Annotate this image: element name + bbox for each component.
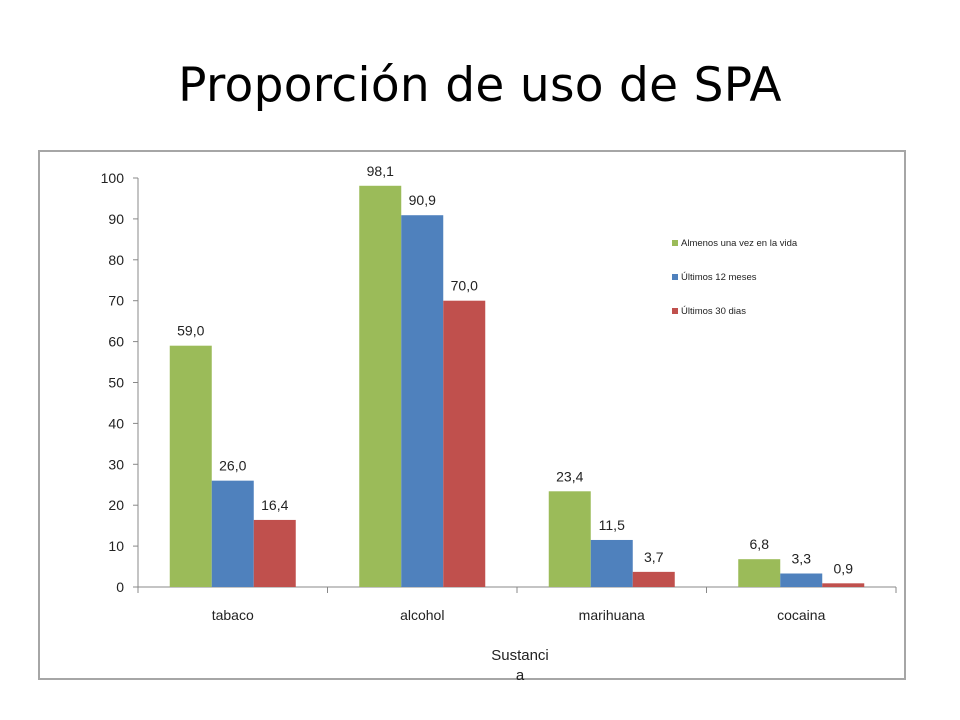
- y-tick-label: 20: [108, 497, 124, 513]
- x-category-label: cocaina: [777, 607, 825, 623]
- data-label: 11,5: [599, 517, 625, 533]
- bar: [590, 539, 633, 587]
- bar: [738, 559, 781, 587]
- y-tick-label: 10: [108, 538, 124, 554]
- bar: [359, 185, 402, 587]
- bar: [253, 519, 296, 587]
- chart-axes: 0 10 20 30 40 50 60 70 80 90 100 tabaco alcohol marih…: [101, 170, 897, 684]
- data-label: 90,9: [409, 192, 436, 208]
- slide-title: Proporción de uso de SPA: [178, 58, 782, 113]
- bar: [443, 300, 486, 587]
- y-tick-label: 70: [108, 293, 124, 309]
- data-label: 3,3: [792, 551, 812, 567]
- y-tick-label: 50: [108, 375, 124, 391]
- bar: [401, 215, 444, 587]
- bar: [632, 571, 675, 587]
- chart-data-labels: 59,0 26,0 16,4 98,1 90,9 70,0 23,4 11,5 3,7 6,8 3,…: [177, 163, 853, 577]
- y-tick-label: 90: [108, 211, 124, 227]
- x-category-label: tabaco: [212, 607, 254, 623]
- data-label: 70,0: [451, 278, 478, 294]
- chart-legend: Almenos una vez en la vida Últimos 12 mes…: [672, 238, 798, 317]
- y-tick-label: 60: [108, 334, 124, 350]
- y-tick-label: 0: [116, 579, 124, 595]
- bar: [169, 345, 212, 587]
- x-category-label: marihuana: [579, 607, 645, 623]
- legend-swatch: [672, 240, 678, 246]
- x-axis-title: Sustanci: [491, 647, 549, 664]
- data-label: 3,7: [644, 549, 664, 565]
- data-label: 16,4: [261, 497, 288, 513]
- bar: [822, 583, 865, 587]
- y-tick-label: 100: [101, 170, 125, 186]
- y-tick-label: 30: [108, 456, 124, 472]
- x-category-label: alcohol: [400, 607, 444, 623]
- data-label: 59,0: [177, 323, 204, 339]
- data-label: 23,4: [556, 468, 583, 484]
- legend-label: Últimos 30 dias: [681, 306, 746, 317]
- y-tick-label: 40: [108, 415, 124, 431]
- x-axis-title: a: [516, 667, 525, 684]
- data-label: 0,9: [834, 560, 854, 576]
- legend-swatch: [672, 274, 678, 280]
- legend-label: Almenos una vez en la vida: [681, 238, 798, 249]
- bar: [211, 480, 254, 587]
- legend-label: Últimos 12 meses: [681, 272, 757, 283]
- bar: [780, 573, 823, 587]
- data-label: 26,0: [219, 458, 246, 474]
- y-tick-label: 80: [108, 252, 124, 268]
- data-label: 98,1: [367, 163, 394, 179]
- bar: [548, 491, 591, 587]
- chart-bars: [169, 185, 865, 587]
- legend-swatch: [672, 308, 678, 314]
- data-label: 6,8: [750, 536, 770, 552]
